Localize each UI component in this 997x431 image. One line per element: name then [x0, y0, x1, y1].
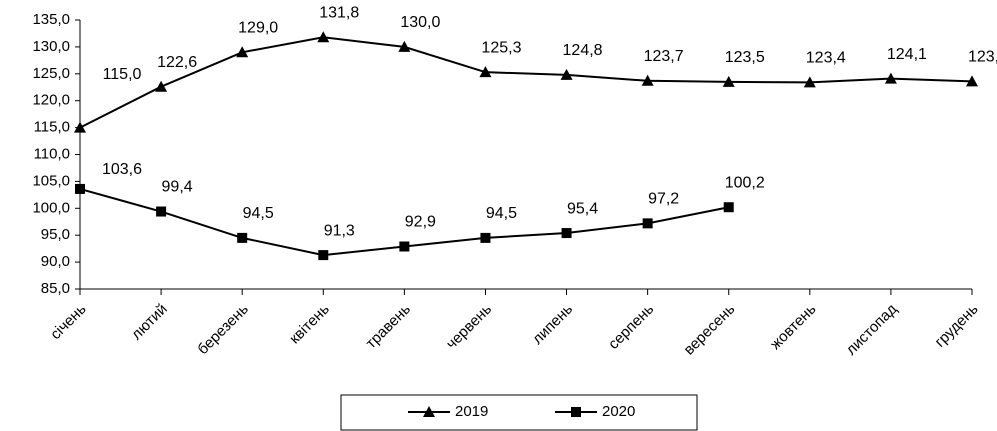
y-tick-label: 135,0 — [32, 11, 70, 28]
data-label: 124,1 — [887, 46, 927, 63]
point — [723, 202, 734, 213]
point — [398, 40, 411, 52]
point — [561, 228, 572, 239]
x-tick-label: вересень — [681, 300, 739, 358]
data-label: 95,4 — [567, 200, 598, 217]
data-label: 97,2 — [648, 191, 679, 208]
y-tick-label: 100,0 — [32, 199, 70, 216]
data-label: 91,3 — [324, 222, 355, 239]
point — [399, 241, 410, 252]
point — [642, 218, 653, 229]
point — [156, 206, 167, 217]
data-label: 103,6 — [102, 161, 142, 178]
point — [803, 76, 816, 88]
x-tick-label: грудень — [932, 300, 982, 350]
point — [318, 250, 329, 261]
series-line — [79, 36, 973, 129]
data-label: 123,4 — [806, 50, 846, 67]
legend-label: 2020 — [602, 403, 635, 420]
y-tick-label: 90,0 — [41, 253, 70, 270]
x-tick-label: березень — [194, 300, 252, 358]
y-tick-label: 95,0 — [41, 226, 70, 243]
y-tick-label: 120,0 — [32, 92, 70, 109]
x-tick-label: листопад — [843, 300, 901, 358]
data-label: 123,6 — [968, 49, 997, 66]
y-tick-label: 125,0 — [32, 65, 70, 82]
point — [480, 232, 491, 243]
data-label: 92,9 — [405, 214, 436, 231]
data-label: 124,8 — [563, 42, 603, 59]
data-label: 100,2 — [725, 174, 765, 191]
point — [884, 72, 897, 84]
x-tick-label: травень — [363, 300, 415, 352]
y-tick-label: 130,0 — [32, 38, 70, 55]
data-label: 94,5 — [486, 205, 517, 222]
data-label: 94,5 — [243, 205, 274, 222]
point — [641, 74, 654, 86]
x-tick-label: лютий — [128, 301, 171, 344]
x-tick-label: червень — [443, 300, 495, 352]
point — [560, 68, 573, 80]
point — [236, 46, 249, 58]
point — [423, 406, 435, 417]
data-label: 130,0 — [400, 14, 440, 31]
y-tick-label: 85,0 — [41, 280, 70, 297]
x-tick-label: січень — [47, 300, 90, 343]
x-tick-label: липень — [529, 300, 576, 347]
point — [571, 407, 581, 417]
point — [74, 121, 86, 133]
x-tick-label: жовтень — [767, 300, 820, 353]
y-tick-label: 115,0 — [34, 119, 70, 136]
point — [75, 183, 85, 194]
data-label: 129,0 — [238, 19, 278, 36]
x-tick-label: серпень — [605, 300, 657, 352]
data-label: 115,0 — [103, 66, 142, 83]
point — [966, 75, 978, 87]
data-label: 99,4 — [162, 179, 193, 196]
legend-box — [340, 394, 698, 431]
y-tick-label: 105,0 — [32, 172, 70, 189]
data-label: 123,5 — [725, 49, 765, 66]
point — [317, 31, 330, 43]
y-tick-label: 110,0 — [34, 145, 70, 162]
point — [237, 232, 248, 243]
legend-label: 2019 — [455, 403, 488, 420]
data-label: 123,7 — [644, 48, 684, 65]
point — [479, 66, 492, 78]
point — [722, 75, 735, 87]
data-label: 131,8 — [319, 4, 359, 21]
point — [155, 80, 168, 92]
x-tick-label: квітень — [286, 300, 333, 347]
data-label: 125,3 — [481, 39, 521, 56]
data-label: 122,6 — [157, 54, 197, 71]
